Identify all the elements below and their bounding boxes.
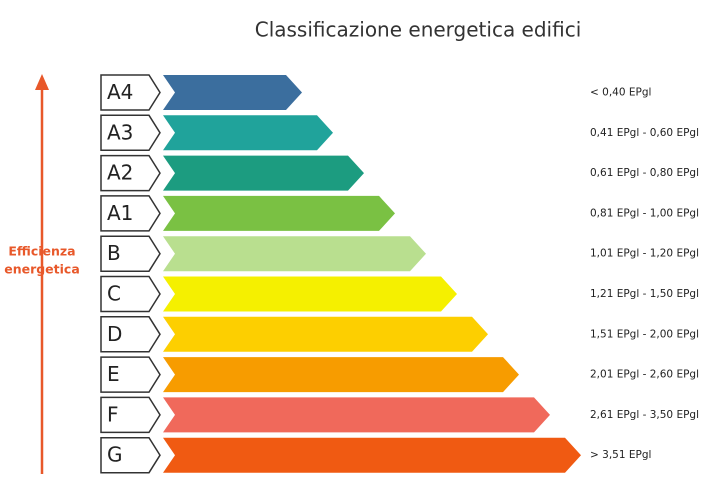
class-label-box (100, 235, 161, 272)
class-bar (163, 397, 550, 433)
class-range: 0,61 EPgl - 0,80 EPgl (590, 167, 699, 179)
class-label: F (107, 402, 119, 426)
class-label: A1 (107, 201, 133, 225)
class-label: B (107, 241, 121, 265)
class-range: 0,81 EPgl - 1,00 EPgl (590, 207, 699, 219)
class-bar (163, 115, 333, 151)
title: Classificazione energetica edifici (255, 18, 582, 42)
class-label: A4 (107, 80, 133, 104)
class-range: 1,21 EPgl - 1,50 EPgl (590, 288, 699, 300)
class-range: 0,41 EPgl - 0,60 EPgl (590, 127, 699, 139)
class-bar (163, 357, 519, 393)
class-label-box (100, 436, 161, 474)
class-label: A3 (107, 120, 133, 144)
class-label: C (107, 282, 121, 306)
class-range: 1,51 EPgl - 2,00 EPgl (590, 328, 699, 340)
class-label-box (100, 154, 161, 192)
class-range: 2,61 EPgl - 3,50 EPgl (590, 409, 699, 421)
class-bar (163, 437, 581, 473)
class-label: E (107, 362, 120, 386)
class-bar (163, 195, 395, 231)
class-label-box (100, 396, 161, 434)
class-bar (163, 75, 302, 110)
class-label: D (107, 322, 122, 346)
class-bar (163, 316, 488, 352)
class-range: > 3,51 EPgl (590, 449, 651, 461)
class-bar (163, 276, 457, 312)
class-label-box (100, 356, 161, 393)
class-label: G (107, 443, 123, 467)
axis-label-line: Efficienza (8, 244, 75, 259)
class-range: 1,01 EPgl - 1,20 EPgl (590, 248, 699, 260)
class-label-box (100, 74, 161, 111)
class-label-box (100, 114, 161, 152)
class-label-box (100, 275, 161, 313)
class-bar (163, 155, 364, 191)
class-bar (163, 236, 426, 272)
class-range: < 0,40 EPgl (590, 87, 651, 99)
class-label-box (100, 316, 161, 353)
class-range: 2,01 EPgl - 2,60 EPgl (590, 369, 699, 381)
axis-label-line: energetica (4, 262, 80, 277)
arrow-head (35, 74, 49, 90)
class-label-box (100, 195, 161, 232)
class-label: A2 (107, 161, 133, 185)
